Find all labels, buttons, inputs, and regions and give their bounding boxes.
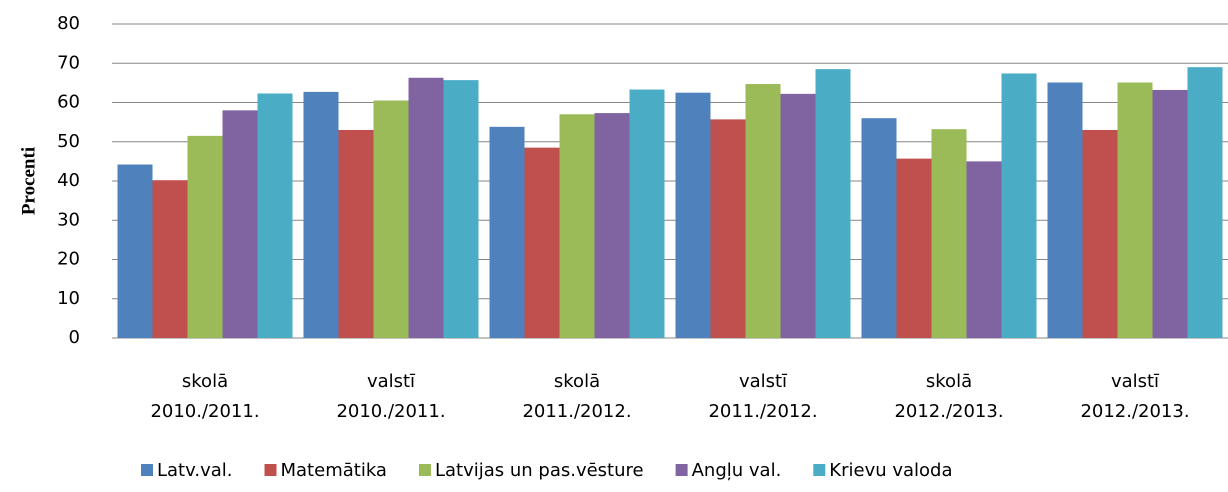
bar [931,129,967,338]
x-tick-label: valstī [367,371,416,392]
x-tick-label: valstī [1111,371,1160,392]
bar [443,80,479,338]
legend-swatch [264,464,277,476]
legend-swatch [418,464,431,476]
bar [629,89,665,338]
bar [187,135,223,338]
bar [1117,82,1153,338]
bar [1082,129,1118,338]
y-tick-label: 50 [57,131,80,152]
x-tick-label: 2010./2011. [336,401,445,422]
bar [559,114,595,339]
x-tick-label: skolā [554,371,600,392]
bar [257,93,293,338]
legend-label: Angļu val. [692,460,782,481]
x-tick-label: skolā [182,371,228,392]
bar [117,164,153,338]
bar [1001,73,1037,338]
bar [489,126,525,339]
bar [675,92,711,338]
bar [780,93,816,339]
bar [966,161,1002,338]
x-tick-label: 2010./2011. [150,401,259,422]
legend-swatch [141,464,153,476]
bar [710,119,746,338]
bar [1047,82,1083,338]
x-tick-label: 2011./2012. [522,401,631,422]
bar [222,110,258,338]
x-tick-label: 2012./2013. [1080,401,1189,422]
bar [896,158,932,338]
y-tick-label: 20 [57,249,80,270]
bar [303,91,339,338]
bar [373,100,409,338]
bar [594,113,630,338]
x-tick-label: 2012./2013. [894,401,1003,422]
legend-label: Latvijas un pas.vēsture [435,460,644,481]
y-tick-label: 40 [57,170,80,191]
x-tick-label: skolā [926,371,972,392]
legend-label: Krievu valoda [829,460,952,481]
y-tick-label: 30 [57,209,80,230]
y-tick-label: 60 [57,92,80,113]
legend-swatch [813,464,826,476]
bar [408,77,444,339]
legend-swatch [675,464,688,476]
y-tick-label: 80 [57,13,80,34]
bar [745,84,781,339]
bar [1187,67,1223,339]
y-axis-label: Procenti [18,147,39,215]
x-tick-label: 2011./2012. [708,401,817,422]
bar [338,129,374,338]
y-tick-label: 10 [57,288,80,309]
x-tick-label: valstī [739,371,788,392]
bar [524,147,560,338]
bar [152,180,188,338]
bar [1152,89,1188,338]
legend-label: Matemātika [281,460,387,481]
y-tick-label: 0 [69,327,80,348]
y-tick-label: 70 [57,52,80,73]
bar [815,69,851,338]
bar [861,118,897,338]
legend-label: Latv.val. [157,460,233,481]
